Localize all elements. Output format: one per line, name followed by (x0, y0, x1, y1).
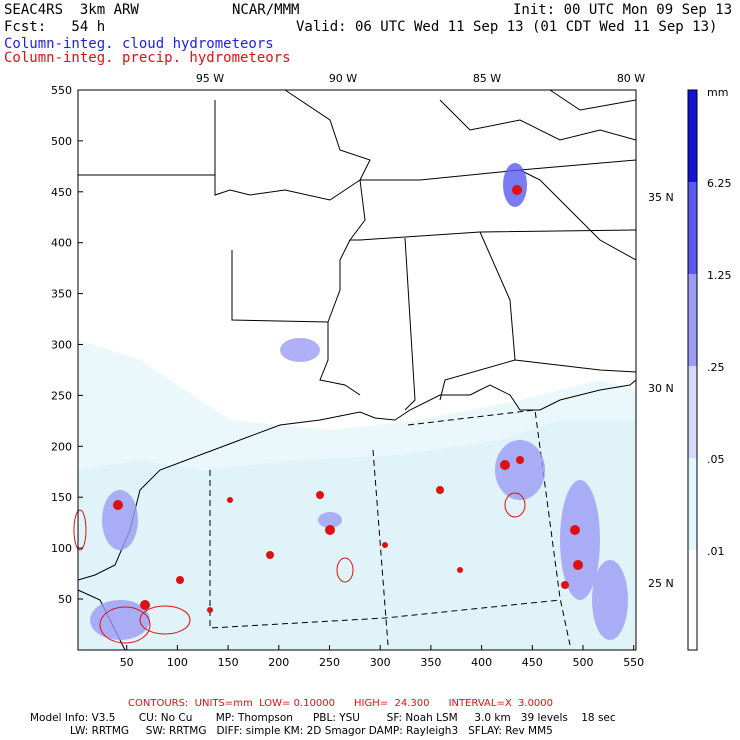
colorbar-label-1: 6.25 (707, 177, 732, 190)
y-tick-label: 400 (51, 237, 72, 250)
cloud-hydrometeor-patches (90, 163, 628, 640)
state-border-4 (360, 159, 637, 181)
colorbar-segment-5 (688, 458, 697, 550)
org-label: NCAR/MMM (232, 2, 300, 18)
colorbar-segment-2 (688, 182, 697, 274)
longitude-label: 95 W (196, 72, 224, 85)
precip-contours (113, 185, 583, 613)
y-tick-label: 450 (51, 186, 72, 199)
colorbar-unit: mm (707, 86, 728, 99)
colorbar: mm 6.25 1.25 .25 .05 .01 (687, 86, 732, 651)
x-tick-label: 250 (319, 656, 340, 669)
state-border-12 (519, 169, 637, 261)
latitude-label: 35 N (648, 191, 674, 204)
model-title: SEAC4RS 3km ARW (4, 2, 139, 18)
forecast-hour: Fcst: 54 h (4, 19, 106, 35)
state-border-6 (327, 239, 351, 323)
x-tick-label: 100 (167, 656, 188, 669)
x-tick-label: 450 (522, 656, 543, 669)
y-tick-label: 150 (51, 491, 72, 504)
latitude-labels: 35 N 30 N 25 N (648, 191, 674, 590)
state-border-10 (284, 89, 371, 181)
state-border-1 (78, 174, 361, 201)
colorbar-label-4: .05 (707, 453, 725, 466)
plot-frame (77, 89, 637, 651)
x-tick-label: 350 (420, 656, 441, 669)
valid-time: Valid: 06 UTC Wed 11 Sep 13 (01 CDT Wed … (296, 19, 718, 35)
x-tick-label: 50 (120, 656, 134, 669)
longitude-label: 80 W (617, 72, 645, 85)
colorbar-label-5: .01 (707, 545, 725, 558)
y-tick-label: 50 (58, 593, 72, 606)
longitude-labels: 95 W 90 W 85 W 80 W (196, 72, 645, 85)
x-tick-label: 200 (268, 656, 289, 669)
colorbar-label-2: 1.25 (707, 269, 732, 282)
init-time: Init: 00 UTC Mon 09 Sep 13 (513, 2, 733, 18)
colorbar-segment-3 (688, 274, 697, 366)
field-precip-label: Column-integ. precip. hydrometeors (4, 50, 291, 66)
longitude-label: 85 W (473, 72, 501, 85)
contour-info: CONTOURS: UNITS=mm LOW= 0.10000 HIGH= 24… (128, 698, 554, 709)
x-axis: 50 100 150 200 250 300 350 400 450 500 550 (120, 645, 644, 669)
state-border-7 (404, 237, 416, 411)
state-border-3 (349, 179, 637, 241)
state-border-8 (439, 231, 516, 401)
gulf-coastline (77, 379, 637, 581)
y-tick-label: 550 (51, 84, 72, 97)
state-border-5 (231, 250, 361, 396)
longitude-label: 90 W (329, 72, 357, 85)
x-tick-label: 150 (218, 656, 239, 669)
x-tick-label: 500 (573, 656, 594, 669)
y-tick-label: 100 (51, 542, 72, 555)
latitude-label: 30 N (648, 382, 674, 395)
cloud-wash (78, 340, 636, 650)
y-tick-label: 300 (51, 339, 72, 352)
model-info-line1: Model Info: V3.5 CU: No Cu MP: Thompson … (30, 712, 616, 724)
colorbar-segment-6 (688, 550, 697, 650)
y-tick-label: 350 (51, 288, 72, 301)
state-border-11 (439, 99, 637, 141)
x-tick-label: 300 (370, 656, 391, 669)
state-border-13 (549, 89, 637, 111)
field-cloud-label: Column-integ. cloud hydrometeors (4, 36, 274, 52)
y-tick-label: 250 (51, 389, 72, 402)
y-axis: 550 500 450 400 350 300 250 200 150 100 50 (51, 84, 83, 606)
x-tick-label: 400 (471, 656, 492, 669)
state-border-9 (514, 359, 637, 373)
precip-outline-contours (73, 492, 526, 644)
model-info-line2: LW: RRTMG SW: RRTMG DIFF: simple KM: 2D … (30, 725, 553, 737)
colorbar-segment-4 (688, 366, 697, 458)
x-tick-label: 550 (623, 656, 644, 669)
latitude-label: 25 N (648, 577, 674, 590)
y-tick-label: 200 (51, 440, 72, 453)
inner-domain-outline (209, 409, 571, 646)
colorbar-segment-1 (688, 90, 697, 182)
y-tick-label: 500 (51, 135, 72, 148)
colorbar-label-3: .25 (707, 361, 725, 374)
